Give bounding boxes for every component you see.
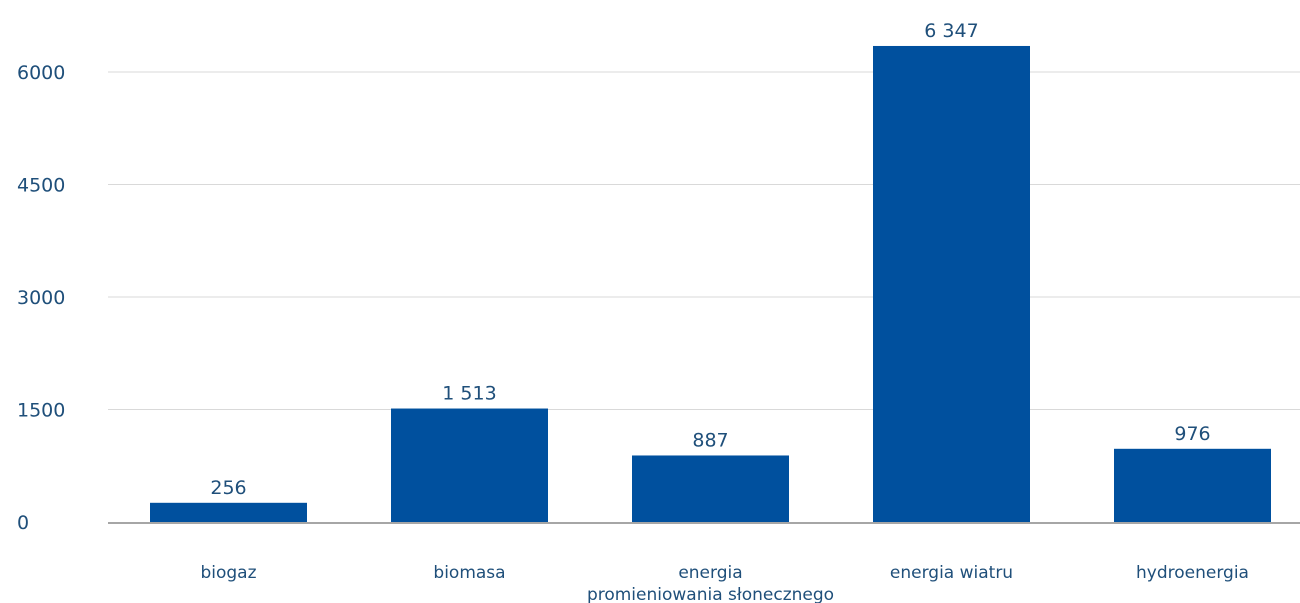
data-label: 976 bbox=[1174, 423, 1210, 445]
y-axis-ticks: 0 1500 3000 4500 6000 bbox=[17, 62, 65, 534]
bars bbox=[150, 45, 1271, 522]
bar bbox=[873, 45, 1030, 522]
y-tick-label: 6000 bbox=[17, 62, 65, 84]
category-labels: biogaz biomasa energia promieniowania słone… bbox=[200, 563, 1249, 603]
data-label: 6 347 bbox=[924, 20, 978, 42]
category-label: energia promieniowania słonecznego bbox=[587, 563, 834, 603]
data-label: 1 513 bbox=[442, 383, 496, 405]
bar bbox=[150, 502, 307, 522]
category-label: hydroenergia bbox=[1136, 563, 1249, 583]
data-label: 887 bbox=[692, 429, 728, 451]
data-labels: 256 1 513 887 6 347 976 bbox=[210, 20, 1210, 499]
y-tick-label: 4500 bbox=[17, 175, 65, 197]
data-label: 256 bbox=[210, 477, 246, 499]
gridlines bbox=[108, 71, 1300, 410]
category-label: biomasa bbox=[433, 563, 505, 583]
y-tick-label: 1500 bbox=[17, 400, 65, 422]
category-label: energia wiatru bbox=[890, 563, 1013, 583]
bar bbox=[391, 408, 548, 522]
bar bbox=[1114, 448, 1271, 522]
category-label: biogaz bbox=[200, 563, 256, 583]
y-tick-label: 3000 bbox=[17, 287, 65, 309]
bar bbox=[632, 455, 789, 522]
y-tick-label: 0 bbox=[17, 512, 29, 534]
